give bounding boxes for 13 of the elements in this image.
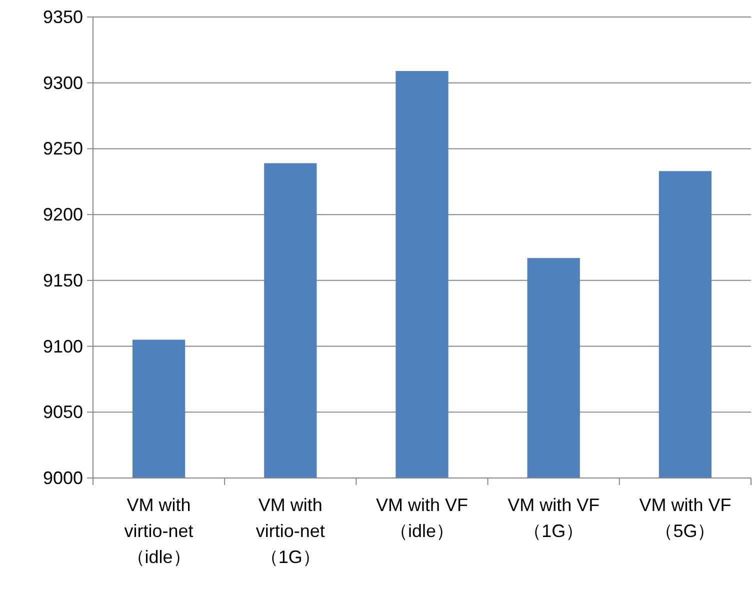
y-tick-label: 9250 bbox=[42, 138, 83, 159]
x-tick-label: VM with virtio-net （idle） bbox=[124, 495, 194, 567]
y-tick-label: 9000 bbox=[42, 468, 83, 488]
x-tick-label: VM with VF （5G） bbox=[639, 495, 732, 541]
y-tick-label: 9350 bbox=[42, 7, 83, 27]
x-tick-label: VM with VF （1G） bbox=[508, 495, 600, 541]
x-tick-label: VM with VF （idle） bbox=[376, 495, 468, 541]
y-tick-label: 9150 bbox=[42, 270, 83, 290]
y-tick-label: 9200 bbox=[42, 204, 83, 225]
y-tick-label: 9100 bbox=[42, 336, 83, 356]
x-tick-label: VM with virtio-net （1G） bbox=[256, 495, 325, 567]
y-tick-label: 9300 bbox=[42, 72, 83, 93]
y-tick-label: 9050 bbox=[42, 402, 83, 422]
